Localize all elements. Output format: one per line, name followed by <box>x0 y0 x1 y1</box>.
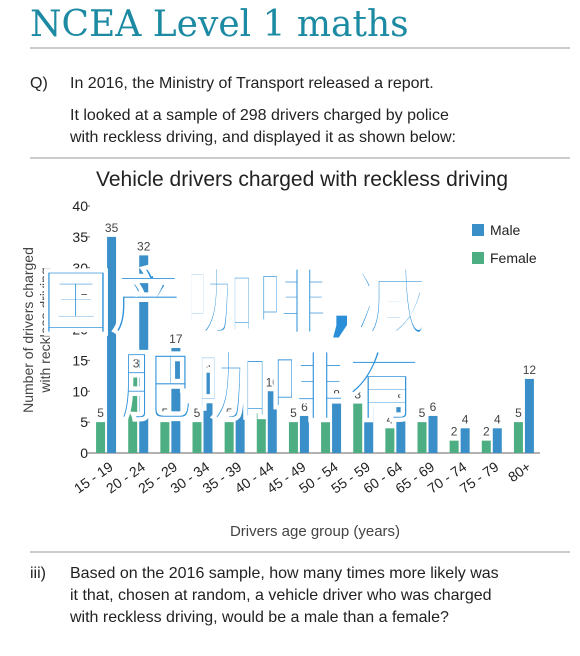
value-label: 5 <box>226 406 233 420</box>
value-label: 5 <box>515 406 522 420</box>
y-tick-label: 30 <box>72 260 88 276</box>
bar <box>417 422 427 453</box>
y-axis-label: Number of drivers charged <box>20 247 36 413</box>
bar <box>171 348 181 453</box>
bar <box>321 422 331 453</box>
value-label: 5 <box>194 406 201 420</box>
x-axis-label: Drivers age group (years) <box>230 523 400 540</box>
bar <box>107 236 117 453</box>
bar <box>267 391 277 453</box>
y-tick-label: 5 <box>80 414 88 430</box>
bar <box>299 415 309 453</box>
bar <box>224 422 234 453</box>
value-label: 6 <box>301 400 308 414</box>
overlay-text: 国产咖啡,减 <box>40 261 427 345</box>
question-line: In 2016, the Ministry of Transport relea… <box>70 75 434 92</box>
header-title: NCEA Level 1 maths <box>30 4 409 45</box>
bar <box>428 415 438 453</box>
bar <box>235 403 245 453</box>
y-tick-label: 15 <box>72 352 88 368</box>
legend-label: Male <box>490 222 521 238</box>
part-line: Based on the 2016 sample, how many times… <box>70 565 499 582</box>
bar <box>332 403 342 453</box>
value-label: 5 <box>419 406 426 420</box>
bar <box>256 409 266 453</box>
bar <box>513 422 523 453</box>
bar <box>449 440 459 453</box>
y-tick-label: 10 <box>72 383 88 399</box>
bar <box>481 440 491 453</box>
x-tick-label: 80+ <box>505 458 534 485</box>
value-label: 4 <box>462 412 469 426</box>
value-label: 5 <box>162 406 169 420</box>
value-label: 5 <box>97 406 104 420</box>
value-label: 5 <box>322 406 329 420</box>
bar <box>364 397 374 453</box>
bar <box>492 428 502 453</box>
question-line: with reckless driving, and displayed it … <box>69 129 456 146</box>
y-tick-label: 25 <box>72 291 88 307</box>
bar <box>353 403 363 453</box>
y-tick-label: 40 <box>72 198 88 214</box>
value-label: 2 <box>451 425 458 439</box>
value-label: 7 <box>258 394 265 408</box>
value-label: 4 <box>494 412 501 426</box>
bar <box>524 378 534 453</box>
part-line: with reckless driving, would be a male t… <box>69 609 449 626</box>
value-label: 8 <box>333 388 340 402</box>
bar <box>128 372 138 453</box>
value-label: 2 <box>483 425 490 439</box>
part-line: it that, chosen at random, a vehicle dri… <box>70 587 492 604</box>
value-label: 35 <box>105 221 119 235</box>
value-label: 13 <box>201 357 215 371</box>
bar <box>385 428 395 453</box>
overlay-text: 肥咖啡有 <box>118 343 422 432</box>
value-label: 9 <box>365 381 372 395</box>
bar <box>288 422 298 453</box>
value-label: 8 <box>237 388 244 402</box>
y-axis-label: with reckless driving <box>37 267 53 393</box>
value-label: 17 <box>169 332 183 346</box>
bar <box>96 422 106 453</box>
value-label: 32 <box>137 239 151 253</box>
value-label: 4 <box>387 412 394 426</box>
bar <box>139 255 149 453</box>
value-label: 10 <box>266 375 280 389</box>
bar <box>460 428 470 453</box>
y-tick-label: 0 <box>80 445 88 461</box>
bar <box>192 422 202 453</box>
value-label: 8 <box>398 388 405 402</box>
question-line: It looked at a sample of 298 drivers cha… <box>70 107 449 124</box>
value-label: 5 <box>290 406 297 420</box>
value-label: 8 <box>354 388 361 402</box>
legend-label: Female <box>490 250 537 266</box>
bar <box>396 403 406 453</box>
value-label: 6 <box>430 400 437 414</box>
bar <box>203 372 213 453</box>
question-marker: Q) <box>30 75 48 92</box>
bar <box>160 422 170 453</box>
value-label: 12 <box>523 363 537 377</box>
y-tick-label: 20 <box>72 322 88 338</box>
y-tick-label: 35 <box>72 229 88 245</box>
legend-swatch <box>472 224 484 236</box>
chart-title: Vehicle drivers charged with reckless dr… <box>96 168 508 191</box>
part-marker: iii) <box>30 565 46 582</box>
legend-swatch <box>472 252 484 264</box>
value-label: 13 <box>126 357 140 371</box>
